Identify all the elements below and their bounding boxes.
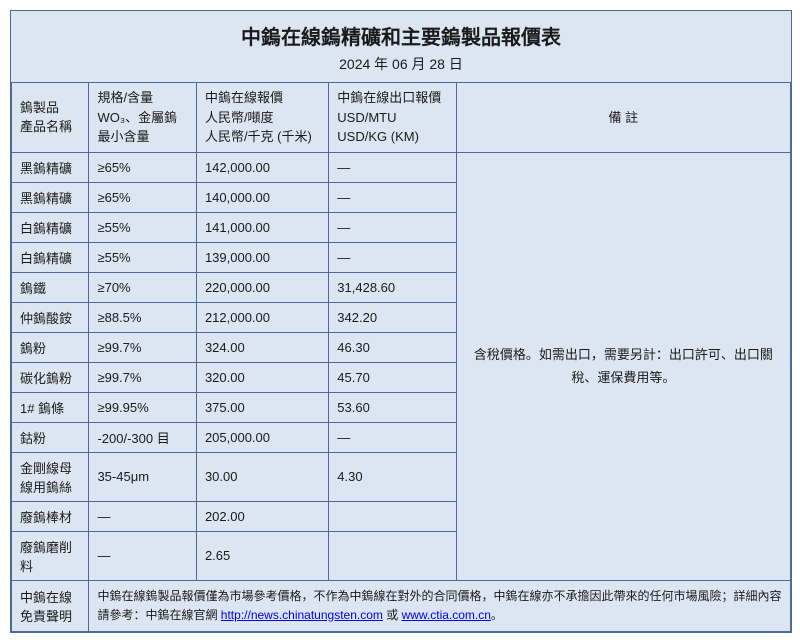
cell-product: 1# 鎢條 — [12, 392, 89, 422]
report-date: 2024 年 06 月 28 日 — [11, 54, 791, 82]
cell-spec: ≥65% — [89, 152, 196, 182]
cell-spec: ≥99.7% — [89, 362, 196, 392]
cell-product: 鎢鐵 — [12, 272, 89, 302]
cell-usd: — — [329, 152, 456, 182]
cell-spec: 35-45μm — [89, 452, 196, 501]
cell-spec: — — [89, 531, 196, 580]
cell-usd: 45.70 — [329, 362, 456, 392]
header-product: 鎢製品 產品名稱 — [12, 83, 89, 153]
cell-product: 碳化鎢粉 — [12, 362, 89, 392]
cell-usd: — — [329, 182, 456, 212]
cell-product: 黑鎢精礦 — [12, 182, 89, 212]
cell-rmb: 205,000.00 — [196, 422, 328, 452]
cell-spec: — — [89, 501, 196, 531]
cell-rmb: 139,000.00 — [196, 242, 328, 272]
cell-spec: ≥55% — [89, 212, 196, 242]
cell-rmb: 320.00 — [196, 362, 328, 392]
cell-rmb: 142,000.00 — [196, 152, 328, 182]
price-table-container: 中鎢在線鎢精礦和主要鎢製品報價表 2024 年 06 月 28 日 鎢製品 產品… — [10, 10, 792, 633]
cell-usd — [329, 501, 456, 531]
link-news[interactable]: http://news.chinatungsten.com — [221, 608, 383, 622]
header-note: 備 註 — [456, 83, 790, 153]
cell-rmb: 140,000.00 — [196, 182, 328, 212]
header-usd: 中鎢在線出口報價 USD/MTU USD/KG (KM) — [329, 83, 456, 153]
cell-product: 黑鎢精礦 — [12, 152, 89, 182]
cell-product: 廢鎢棒材 — [12, 501, 89, 531]
cell-spec: ≥65% — [89, 182, 196, 212]
cell-usd — [329, 531, 456, 580]
cell-product: 鎢粉 — [12, 332, 89, 362]
cell-usd: 342.20 — [329, 302, 456, 332]
cell-product: 金剛線母線用鎢絲 — [12, 452, 89, 501]
table-row: 黑鎢精礦≥65%142,000.00—含稅價格。如需出口，需要另計：出口許可、出… — [12, 152, 791, 182]
cell-usd: 46.30 — [329, 332, 456, 362]
disclaimer-label: 中鎢在線 免責聲明 — [12, 580, 89, 631]
cell-rmb: 141,000.00 — [196, 212, 328, 242]
cell-product: 仲鎢酸銨 — [12, 302, 89, 332]
cell-rmb: 2.65 — [196, 531, 328, 580]
cell-usd: — — [329, 212, 456, 242]
cell-spec: ≥99.7% — [89, 332, 196, 362]
cell-spec: ≥99.95% — [89, 392, 196, 422]
cell-rmb: 30.00 — [196, 452, 328, 501]
cell-rmb: 212,000.00 — [196, 302, 328, 332]
cell-usd: 53.60 — [329, 392, 456, 422]
cell-usd: 31,428.60 — [329, 272, 456, 302]
cell-spec: ≥70% — [89, 272, 196, 302]
cell-product: 白鎢精礦 — [12, 242, 89, 272]
note-cell: 含稅價格。如需出口，需要另計：出口許可、出口關稅、運保費用等。 — [456, 152, 790, 580]
cell-product: 鈷粉 — [12, 422, 89, 452]
header-spec: 規格/含量 WO₃、金屬鎢 最小含量 — [89, 83, 196, 153]
header-rmb: 中鎢在線報價 人民幣/噸度 人民幣/千克 (千米) — [196, 83, 328, 153]
link-ctia[interactable]: www.ctia.com.cn — [402, 608, 491, 622]
cell-rmb: 375.00 — [196, 392, 328, 422]
cell-spec: ≥88.5% — [89, 302, 196, 332]
page-title: 中鎢在線鎢精礦和主要鎢製品報價表 — [11, 11, 791, 54]
cell-product: 廢鎢磨削料 — [12, 531, 89, 580]
cell-spec: -200/-300 目 — [89, 422, 196, 452]
cell-rmb: 220,000.00 — [196, 272, 328, 302]
cell-spec: ≥55% — [89, 242, 196, 272]
cell-rmb: 202.00 — [196, 501, 328, 531]
disclaimer-text: 中鎢在線鎢製品報價僅為市場參考價格，不作為中鎢線在對外的合同價格，中鎢在線亦不承… — [89, 580, 791, 631]
cell-rmb: 324.00 — [196, 332, 328, 362]
cell-usd: — — [329, 422, 456, 452]
price-table: 鎢製品 產品名稱 規格/含量 WO₃、金屬鎢 最小含量 中鎢在線報價 人民幣/噸… — [11, 82, 791, 632]
cell-usd: — — [329, 242, 456, 272]
cell-usd: 4.30 — [329, 452, 456, 501]
cell-product: 白鎢精礦 — [12, 212, 89, 242]
